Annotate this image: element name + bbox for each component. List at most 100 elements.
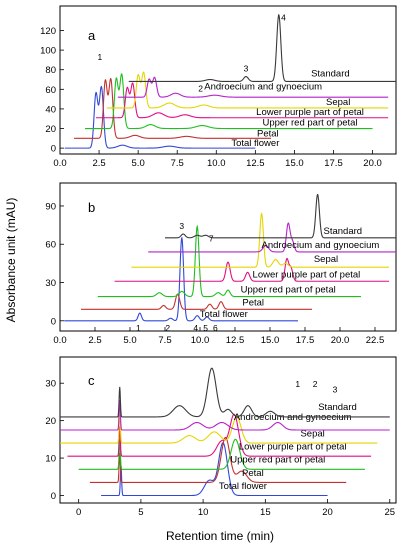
trace-label-standard: Standard [311, 69, 350, 80]
y-tick-label: 80 [45, 65, 56, 76]
trace-standard [60, 367, 390, 418]
peak-number-label: 1 [295, 379, 300, 389]
y-tick-label: 10 [45, 454, 56, 465]
x-tick-label: 10 [198, 507, 209, 518]
panel-letter: a [88, 28, 96, 43]
y-tick-label: 0 [51, 316, 56, 327]
x-tick-label: 5.0 [132, 158, 145, 169]
x-axis-title: Retention time (min) [166, 529, 274, 543]
trace-label-upper-red-part-of-petal: Upper red part of petal [263, 118, 358, 129]
x-tick-label: 15 [260, 507, 271, 518]
trace-androecium-and-gynoecium [117, 76, 389, 98]
y-tick-label: 40 [45, 104, 56, 115]
x-tick-label: 0.0 [53, 335, 66, 346]
x-tick-label: 10.0 [191, 335, 210, 346]
trace-androecium-and-gynoecium [60, 400, 390, 431]
trace-upper-red-part-of-petal [78, 438, 365, 470]
y-tick-label: 20 [45, 416, 56, 427]
trace-label-androecium-and-gynoecium: Androecium and gynoecium [204, 81, 322, 92]
x-tick-label: 5.0 [123, 335, 136, 346]
trace-label-lower-purple-part-of-petal: Lower purple part of petal [239, 441, 347, 452]
trace-standard [165, 193, 396, 239]
peak-number-label: 3 [244, 64, 249, 74]
y-tick-label: 20 [45, 124, 56, 135]
peak-number-label: 2 [165, 323, 170, 333]
x-tick-label: 2.5 [88, 335, 101, 346]
trace-sepal [106, 71, 389, 109]
plot-frame [59, 182, 397, 332]
trace-sepal [131, 212, 389, 268]
peak-number-label: 3 [333, 385, 338, 395]
trace-lower-purple-part-of-petal [114, 258, 389, 282]
trace-label-petal: Petal [242, 468, 264, 479]
x-tick-label: 7.5 [158, 335, 171, 346]
trace-sepal [60, 413, 378, 444]
trace-standard [128, 13, 396, 83]
trace-total-flower [64, 85, 256, 149]
x-tick-label: 0 [76, 507, 81, 518]
trace-total-flower [101, 442, 328, 497]
x-tick-label: 15.0 [285, 158, 304, 169]
trace-lower-purple-part-of-petal [67, 413, 372, 457]
trace-label-androecium-and-gynoecium: Androecium and gynoecium [262, 240, 380, 251]
trace-label-sepal: Sepal [314, 254, 338, 265]
x-tick-label: 17.5 [296, 335, 315, 346]
peak-number-label: 4 [193, 323, 198, 333]
trace-petal [89, 436, 347, 483]
trace-label-upper-red-part-of-petal: Upper red part of petal [241, 285, 336, 296]
x-tick-label: 0.0 [53, 158, 66, 169]
trace-label-sepal: Sepal [300, 428, 324, 439]
y-tick-label: 60 [45, 240, 56, 251]
x-tick-label: 15.0 [261, 335, 280, 346]
trace-upper-red-part-of-petal [85, 73, 373, 130]
panel-letter: c [88, 373, 95, 388]
y-tick-label: 0 [51, 491, 56, 502]
trace-label-lower-purple-part-of-petal: Lower purple part of petal [256, 107, 364, 118]
y-tick-label: 0 [51, 144, 56, 155]
trace-androecium-and-gynoecium [148, 222, 396, 253]
trace-label-sepal: Sepal [326, 97, 350, 108]
y-tick-label: 30 [45, 278, 56, 289]
trace-label-standard: Standard [318, 402, 357, 413]
plot-frame [59, 5, 397, 155]
y-axis-title: Absorbance unit (mAU) [4, 198, 18, 323]
peak-number-label: 6 [213, 323, 218, 333]
trace-lower-purple-part-of-petal [95, 82, 389, 119]
chart-panel-a: 0.0 2.5 5.0 7.5 10.0 12.5 15.0 17.5 20.0 0 20 40 60 8… [40, 5, 397, 169]
trace-label-petal: Petal [242, 297, 264, 308]
peak-number-label: 7 [209, 234, 214, 244]
panel-letter: b [88, 200, 95, 215]
trace-petal [81, 293, 312, 310]
trace-label-total-flower: Total flower [200, 309, 248, 320]
trace-label-upper-red-part-of-petal: Upper red part of petal [230, 455, 325, 466]
trace-total-flower [64, 236, 298, 322]
y-tick-label: 30 [45, 379, 56, 390]
peak-number-label: 3 [179, 221, 184, 231]
trace-label-total-flower: Total flower [231, 138, 279, 149]
trace-upper-red-part-of-petal [97, 224, 361, 298]
chart-panel-b: 0.0 2.5 5.0 7.5 10.0 12.5 15.0 17.5 20.0 22.5 0 30 6… [45, 182, 397, 346]
peak-number-label: 2 [198, 83, 203, 93]
peak-number-label: 1 [136, 323, 141, 333]
trace-label-standard: Standard [324, 226, 363, 237]
x-tick-label: 12.5 [246, 158, 265, 169]
x-tick-label: 5 [138, 507, 143, 518]
peak-number-label: 1 [97, 52, 102, 62]
y-tick-label: 100 [40, 46, 56, 57]
x-tick-label: 10.0 [207, 158, 226, 169]
x-tick-label: 7.5 [171, 158, 184, 169]
x-tick-label: 22.5 [366, 335, 385, 346]
x-tick-label: 17.5 [324, 158, 343, 169]
peak-number-label: 5 [203, 323, 208, 333]
y-tick-label: 90 [45, 201, 56, 212]
x-tick-label: 2.5 [92, 158, 105, 169]
trace-label-petal: Petal [257, 128, 279, 139]
trace-petal [74, 78, 271, 139]
x-tick-label: 20 [322, 507, 333, 518]
peak-number-label: 2 [313, 379, 318, 389]
trace-label-lower-purple-part-of-petal: Lower purple part of petal [253, 269, 361, 280]
x-tick-label: 12.5 [226, 335, 245, 346]
peak-number-label: 4 [281, 13, 286, 23]
chart-panel-c: 0 5 10 15 20 25 0 10 20 30 Total flower Petal Upper … [45, 356, 397, 518]
